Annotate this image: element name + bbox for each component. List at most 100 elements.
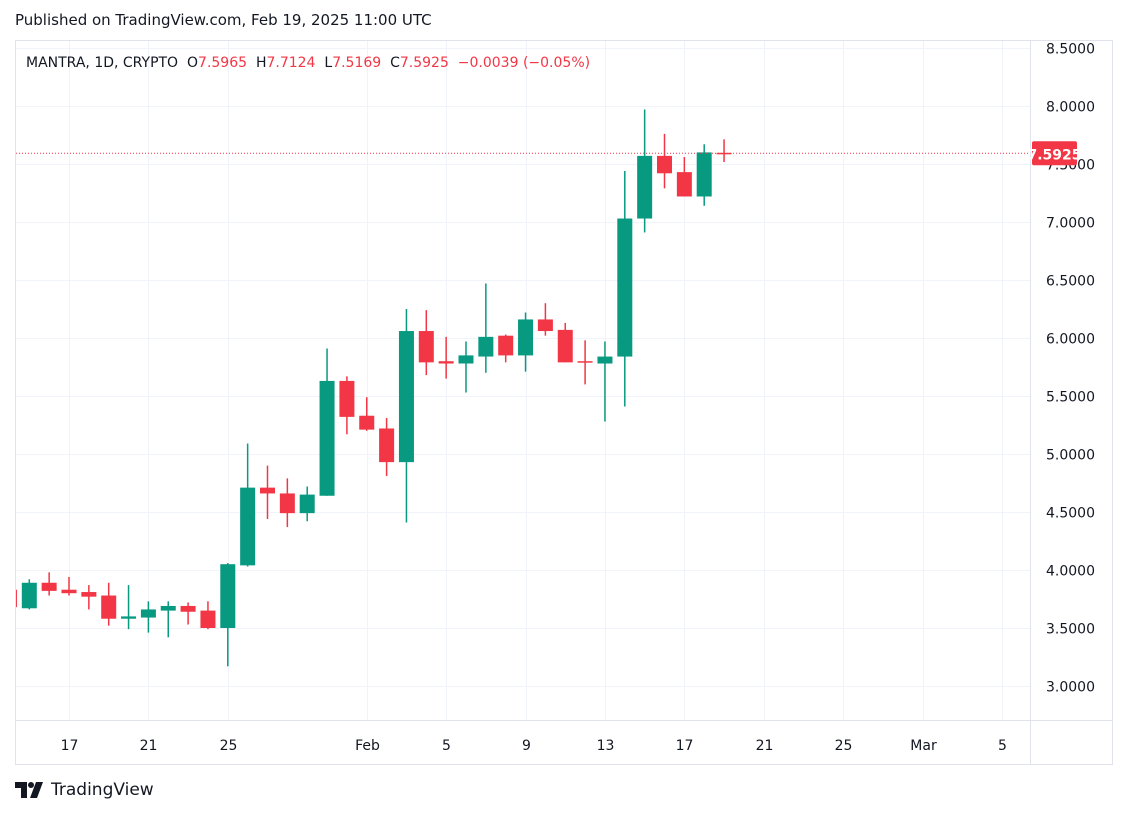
open-label: O: [187, 55, 199, 71]
candle: [696, 144, 712, 206]
candle: [41, 572, 57, 596]
candle: [260, 465, 275, 519]
candle-body: [458, 355, 474, 364]
candle: [518, 312, 534, 372]
candle-body: [696, 152, 712, 197]
time-tick-label: 13: [597, 738, 615, 754]
candle: [200, 601, 216, 630]
time-tick-label: 25: [835, 738, 853, 754]
time-tick-label: 17: [676, 738, 694, 754]
candle-body: [339, 380, 355, 417]
candle: [557, 322, 573, 363]
high-value: 7.7124: [266, 55, 316, 71]
time-tick-label: 5: [998, 738, 1007, 754]
close-value: 7.5925: [399, 55, 449, 71]
candle: [458, 341, 474, 393]
candle-body: [140, 609, 156, 618]
candle: [240, 443, 256, 567]
candle-body: [637, 155, 653, 219]
candle: [379, 418, 395, 477]
candle-body: [577, 361, 593, 363]
time-tick-label: 9: [522, 738, 531, 754]
candle-body: [617, 218, 633, 357]
price-tick-label: 5.0000: [1046, 448, 1095, 464]
candle: [160, 601, 176, 638]
candle: [637, 109, 653, 233]
candle-body: [597, 356, 613, 364]
candle-body: [398, 331, 414, 463]
candle: [299, 486, 315, 522]
candle-body: [676, 172, 692, 197]
candle-body: [438, 361, 454, 364]
candle-body: [319, 380, 335, 496]
candle: [16, 589, 17, 608]
candle-body: [498, 335, 514, 356]
candle: [716, 139, 732, 163]
candle: [478, 283, 494, 373]
close-label: C: [390, 55, 400, 71]
candle-body: [537, 319, 553, 332]
price-tick-label: 6.0000: [1046, 332, 1095, 348]
low-value: 7.5169: [332, 55, 382, 71]
symbol-label[interactable]: MANTRA, 1D, CRYPTO: [26, 55, 179, 71]
candle-body: [359, 415, 375, 430]
candle-body: [557, 329, 573, 363]
price-axis[interactable]: 3.0000 3.5000 4.0000 4.5000 5.0000 5.5000 6.00…: [1046, 42, 1095, 696]
candle-body: [260, 487, 275, 494]
price-tick-label: 8.0000: [1046, 100, 1095, 116]
candle-body: [81, 592, 97, 597]
price-tick-label: 4.5000: [1046, 506, 1095, 522]
candle: [140, 601, 156, 633]
candle: [537, 303, 553, 336]
time-axis[interactable]: 17 21 25 Feb 5 9 13 17 21 25 Mar 5: [61, 738, 1007, 754]
price-tick-label: 8.5000: [1046, 42, 1095, 58]
time-tick-label: 21: [756, 738, 774, 754]
low-label: L: [324, 55, 333, 71]
candle: [21, 579, 37, 610]
candle-body: [240, 487, 256, 566]
candle-body: [61, 589, 77, 594]
candle: [657, 133, 672, 189]
last-price-label: 7.5925: [1027, 147, 1081, 163]
price-tick-label: 6.5000: [1046, 274, 1095, 290]
price-tick-label: 5.5000: [1046, 390, 1095, 406]
high-label: H: [255, 55, 267, 71]
published-caption: Published on TradingView.com, Feb 19, 20…: [15, 11, 432, 29]
time-tick-label: 21: [140, 738, 158, 754]
candle-body: [418, 331, 434, 363]
candle-body: [160, 605, 176, 611]
candle-body: [16, 589, 17, 608]
price-tick-label: 3.5000: [1046, 622, 1095, 638]
candle: [101, 582, 117, 626]
last-price-badge: [1032, 141, 1077, 166]
candle: [121, 585, 137, 630]
ohlc-legend: MANTRA, 1D, CRYPTO O7.5965 H7.7124 L7.51…: [26, 55, 590, 71]
price-tick-label: 3.0000: [1046, 680, 1095, 696]
time-tick-label: Mar: [910, 738, 937, 754]
candle: [577, 340, 593, 385]
candle: [220, 563, 236, 667]
time-tick-label: 17: [61, 738, 79, 754]
candle: [180, 602, 196, 625]
time-tick-label: 25: [220, 738, 238, 754]
tradingview-logo-icon: [15, 782, 43, 798]
candle: [418, 310, 434, 376]
candle-body: [41, 582, 57, 591]
time-tick-label: Feb: [355, 738, 380, 754]
candle-body: [101, 595, 117, 619]
candle: [81, 585, 97, 610]
price-tick-label: 4.0000: [1046, 564, 1095, 580]
candle: [676, 157, 692, 197]
candle: [617, 170, 633, 407]
candle: [359, 397, 375, 431]
footer-brand[interactable]: TradingView: [15, 780, 154, 800]
candle: [398, 309, 414, 523]
candle: [319, 348, 335, 496]
candle-body: [478, 336, 494, 357]
last-price-marker: 7.5925: [16, 141, 1082, 166]
price-tick-label: 7.0000: [1046, 216, 1095, 232]
candle-body: [200, 610, 216, 628]
candle-body: [279, 493, 295, 514]
candle: [498, 334, 514, 363]
